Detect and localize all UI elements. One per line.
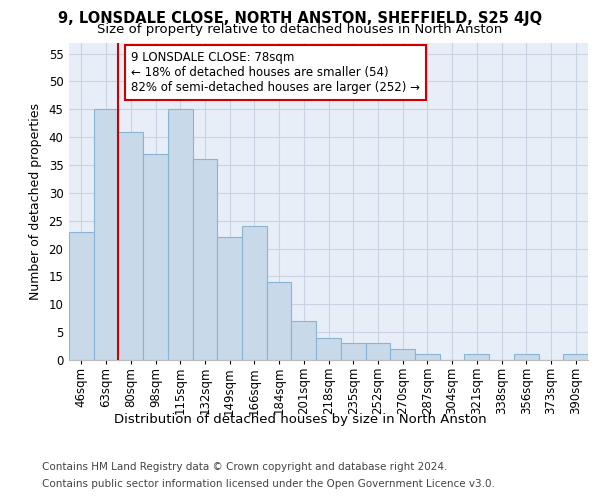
Bar	[365, 344, 390, 360]
Bar	[415, 354, 440, 360]
Bar	[118, 132, 143, 360]
Bar	[464, 354, 489, 360]
Text: Contains HM Land Registry data © Crown copyright and database right 2024.: Contains HM Land Registry data © Crown c…	[42, 462, 448, 472]
Bar	[242, 226, 267, 360]
Text: 9 LONSDALE CLOSE: 78sqm
← 18% of detached houses are smaller (54)
82% of semi-de: 9 LONSDALE CLOSE: 78sqm ← 18% of detache…	[131, 51, 420, 94]
Bar	[563, 354, 588, 360]
Bar	[267, 282, 292, 360]
Bar	[217, 238, 242, 360]
Bar	[94, 110, 118, 360]
Bar	[292, 321, 316, 360]
Bar	[316, 338, 341, 360]
Bar	[390, 349, 415, 360]
Bar	[341, 344, 365, 360]
Text: 9, LONSDALE CLOSE, NORTH ANSTON, SHEFFIELD, S25 4JQ: 9, LONSDALE CLOSE, NORTH ANSTON, SHEFFIE…	[58, 11, 542, 26]
Bar	[514, 354, 539, 360]
Bar	[193, 160, 217, 360]
Bar	[69, 232, 94, 360]
Bar	[143, 154, 168, 360]
Text: Contains public sector information licensed under the Open Government Licence v3: Contains public sector information licen…	[42, 479, 495, 489]
Bar	[168, 110, 193, 360]
Text: Distribution of detached houses by size in North Anston: Distribution of detached houses by size …	[113, 412, 487, 426]
Y-axis label: Number of detached properties: Number of detached properties	[29, 103, 41, 300]
Text: Size of property relative to detached houses in North Anston: Size of property relative to detached ho…	[97, 22, 503, 36]
